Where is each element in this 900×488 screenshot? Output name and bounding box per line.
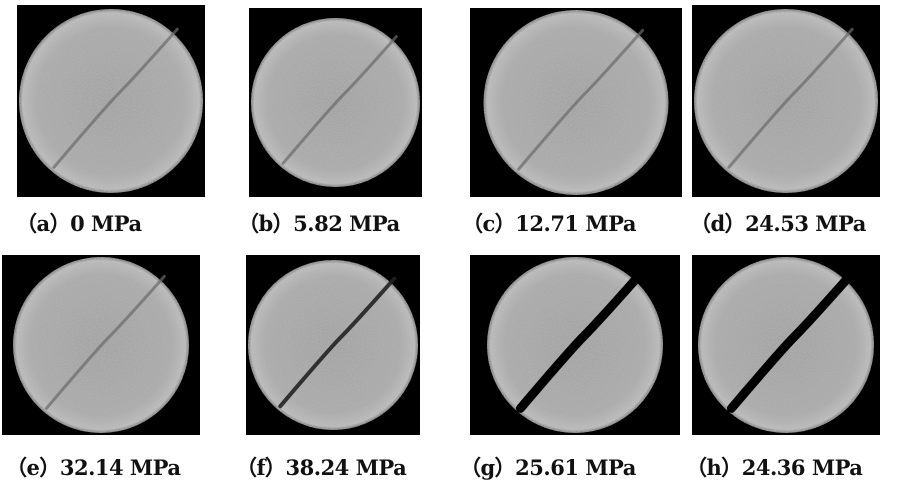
- caption-e: （e）32.14 MPa: [6, 455, 181, 480]
- crack: [278, 276, 397, 409]
- ct-image-d: [692, 5, 880, 197]
- ct-scan: [694, 9, 878, 193]
- ct-scan: [248, 260, 418, 430]
- caption-a: （a）0 MPa: [16, 211, 142, 236]
- ct-scan: [251, 18, 420, 187]
- ct-image-f: [246, 255, 420, 435]
- crack: [515, 271, 643, 413]
- caption-h: （h）24.36 MPa: [686, 455, 863, 480]
- ct-scan: [698, 257, 874, 433]
- caption-b: （b）5.82 MPa: [238, 211, 400, 236]
- ct-scan: [19, 9, 203, 193]
- ct-image-b: [249, 8, 422, 197]
- ct-image-h: [692, 255, 880, 435]
- ct-image-c: [470, 8, 682, 197]
- caption-g: （g）25.61 MPa: [460, 455, 636, 480]
- ct-scan: [483, 10, 669, 195]
- crack: [726, 271, 854, 413]
- ct-scan: [487, 257, 663, 433]
- ct-image-e: [2, 255, 200, 435]
- caption-c: （c）12.71 MPa: [462, 211, 636, 236]
- ct-image-g: [470, 255, 680, 435]
- crack: [281, 35, 398, 165]
- ct-image-a: [17, 5, 205, 197]
- caption-d: （d）24.53 MPa: [690, 211, 866, 236]
- crack: [44, 274, 166, 410]
- crack: [727, 27, 854, 169]
- crack: [517, 28, 645, 171]
- caption-f: （f）38.24 MPa: [236, 455, 407, 480]
- ct-scan: [13, 257, 189, 433]
- crack: [52, 27, 179, 169]
